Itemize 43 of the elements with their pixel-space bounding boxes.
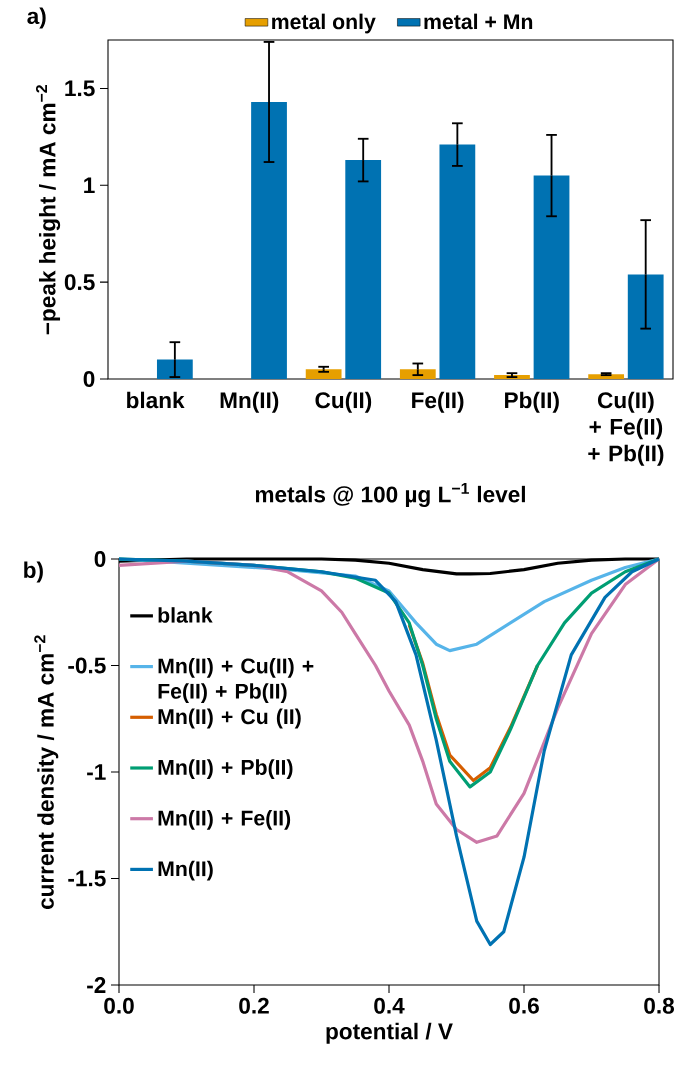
y-tick-label: -1 xyxy=(87,764,106,780)
bar xyxy=(251,101,287,379)
line-series xyxy=(117,557,661,947)
legend-label: Mn(II) xyxy=(158,860,213,881)
x-tick-label: 0.0 xyxy=(104,997,134,1014)
text: b) xyxy=(24,561,43,583)
x-tick-label: Cu(II) xyxy=(315,391,372,413)
x-tick-label: Pb(II) xyxy=(505,391,559,413)
text: a) xyxy=(27,7,46,29)
x-tick-label: blank xyxy=(127,391,185,409)
legend-label: Mn(II) + Pb(II) xyxy=(158,759,293,780)
y-tick-label: 0.5 xyxy=(64,274,95,291)
x-tick-label: Cu(II) + Fe(II) + Pb(II) xyxy=(588,391,664,466)
bar xyxy=(305,369,342,379)
y-tick-label: 1 xyxy=(84,177,95,194)
y-tick-label: 0 xyxy=(83,370,95,387)
y-tick-label: 1.5 xyxy=(65,80,95,97)
legend-label: Mn(II) + Cu (II) xyxy=(158,708,301,729)
x-tick-label: Fe(II) xyxy=(412,391,464,413)
legend-label: blank xyxy=(158,607,213,623)
y-axis-title: current density / mA cm$^{−2}$ xyxy=(34,635,59,910)
bar xyxy=(439,144,476,379)
y-axis-title: −peak height / mA cm$^{−2}$ xyxy=(35,85,61,335)
x-tick-label: 0.2 xyxy=(239,997,269,1014)
x-tick-label: 0.4 xyxy=(374,997,405,1014)
bar xyxy=(533,175,570,379)
legend-label: Mn(II) + Fe(II) xyxy=(158,810,291,830)
y-tick-label: -1.5 xyxy=(68,870,106,887)
legend-label: metal only xyxy=(272,13,376,34)
x-axis-title: metals @ 100 µg L$^{−1}$ level xyxy=(255,482,525,507)
bar xyxy=(345,160,382,379)
x-axis-title: potential / V xyxy=(326,1022,453,1044)
bar xyxy=(494,375,530,379)
bar xyxy=(399,369,436,379)
y-tick-label: 0 xyxy=(94,551,106,567)
legend-label: metal + Mn xyxy=(424,13,533,30)
bar xyxy=(156,359,193,379)
x-tick-label: 0.8 xyxy=(644,997,675,1014)
y-tick-label: -0.5 xyxy=(68,657,106,674)
x-tick-label: 0.6 xyxy=(509,997,539,1014)
legend-label: Mn(II) + Cu(II) + Fe(II) + Pb(II) xyxy=(158,657,314,703)
x-tick-label: Mn(II) xyxy=(220,391,279,413)
y-tick-label: -2 xyxy=(87,977,106,993)
